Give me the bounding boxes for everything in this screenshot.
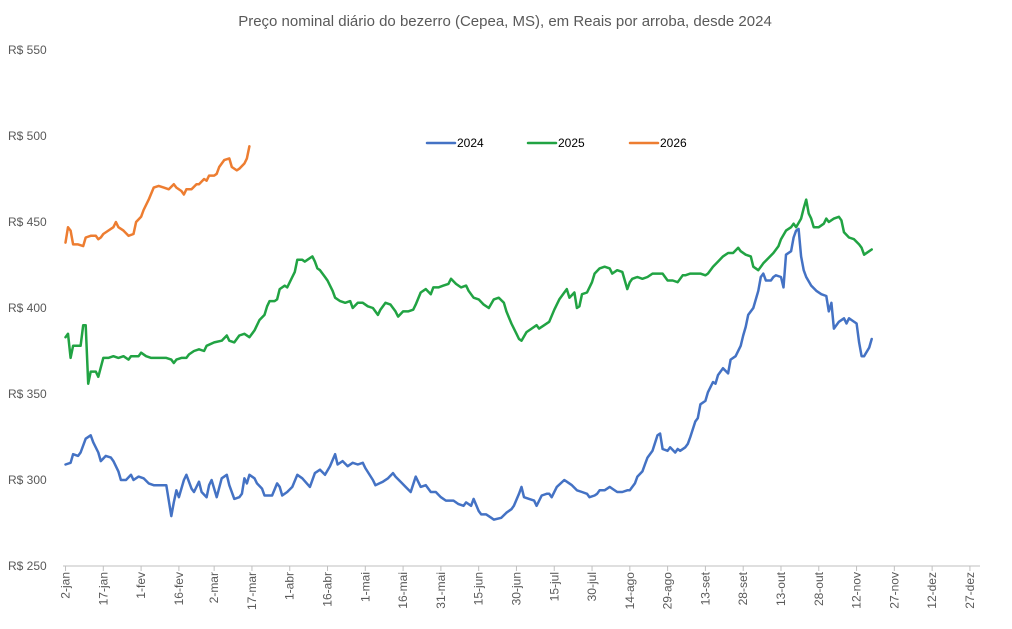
x-tick-label: 12-dez [925, 572, 939, 609]
x-tick-label: 29-ago [661, 572, 675, 610]
y-tick-label: R$ 450 [8, 215, 47, 229]
y-tick-label: R$ 500 [8, 129, 47, 143]
x-tick-label: 28-set [736, 571, 750, 605]
x-axis: 2-jan 17-jan 1-fev 16-fev 2-mar 17-mar 1-abr 16… [59, 565, 980, 610]
legend-label-2025: 2025 [558, 136, 585, 150]
series-layer [64, 145, 873, 521]
x-tick-label: 17-mar [245, 572, 259, 610]
x-tick-label: 28-out [812, 571, 826, 606]
y-tick-label: R$ 300 [8, 473, 47, 487]
legend: 2024 2025 2026 [425, 136, 687, 150]
y-tick-label: R$ 400 [8, 301, 47, 315]
series-line-2024 [64, 227, 873, 521]
y-tick-label: R$ 550 [8, 43, 47, 57]
x-tick-label: 15-jun [472, 572, 486, 605]
x-tick-label: 13-set [698, 571, 712, 605]
x-tick-label: 13-out [774, 571, 788, 606]
legend-label-2026: 2026 [660, 136, 687, 150]
x-tick-label: 27-nov [887, 572, 901, 609]
x-tick-label: 15-jul [547, 572, 561, 601]
x-tick-label: 2-mar [207, 572, 221, 603]
y-tick-label: R$ 350 [8, 387, 47, 401]
x-tick-label: 1-fev [134, 572, 148, 599]
x-tick-label: 17-jan [96, 572, 110, 605]
chart-title: Preço nominal diário do bezerro (Cepea, … [238, 13, 772, 30]
x-tick-label: 12-nov [850, 572, 864, 609]
x-tick-label: 2-jan [59, 572, 73, 599]
legend-label-2024: 2024 [457, 136, 484, 150]
y-axis: R$ 250 R$ 300 R$ 350 R$ 400 R$ 450 R$ 500 R$ 5… [8, 43, 47, 573]
x-tick-label: 16-abr [321, 572, 335, 607]
series-line-2026 [64, 145, 251, 248]
x-tick-label: 30-jun [509, 572, 523, 605]
series-line-2025 [64, 198, 873, 385]
x-tick-label: 31-mai [434, 572, 448, 609]
x-tick-label: 27-dez [963, 572, 977, 609]
x-tick-label: 1-mai [358, 572, 372, 602]
x-tick-label: 16-fev [172, 572, 186, 605]
x-tick-label: 16-mai [396, 572, 410, 609]
x-tick-label: 1-abr [283, 572, 297, 600]
x-tick-label: 30-jul [585, 572, 599, 601]
x-tick-label: 14-ago [623, 572, 637, 610]
y-tick-label: R$ 250 [8, 559, 47, 573]
